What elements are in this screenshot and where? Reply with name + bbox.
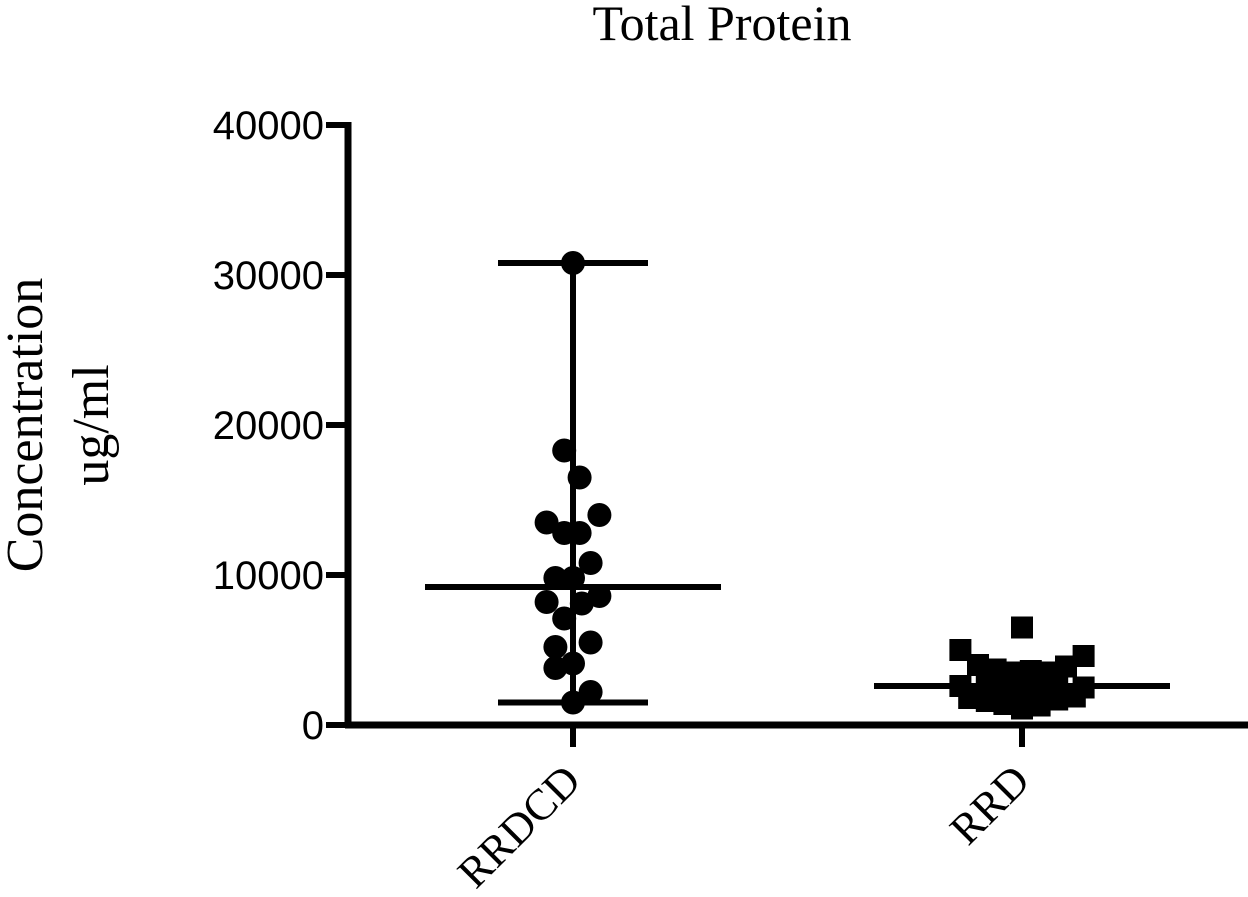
data-point-rrdcd [567, 521, 592, 545]
x-category-labels: RRDCD RRD [448, 725, 1039, 897]
data-point-rrd [1002, 684, 1025, 706]
data-point-rrd [1072, 645, 1095, 667]
data-point-rrdcd [578, 630, 603, 655]
y-tick-label: 40000 [213, 104, 324, 148]
data-point-rrdcd [552, 606, 577, 631]
data-point-rrd [1019, 685, 1042, 708]
data-point-rrdcd [578, 551, 603, 575]
data-point-rrd [1055, 655, 1077, 678]
data-point-rrd [1011, 616, 1033, 639]
x-category-label-group: RRDCD [448, 755, 590, 897]
data-point-rrdcd [587, 503, 612, 527]
data-point-rrdcd [561, 690, 585, 715]
y-tick-label: 0 [302, 704, 324, 748]
data-point-rrdcd [578, 680, 603, 704]
data-point-rrdcd [534, 590, 559, 614]
data-point-rrd [949, 639, 972, 661]
y-tick-label: 20000 [213, 404, 324, 448]
data-point-rrd [1063, 685, 1086, 708]
data-point-rrd [958, 687, 981, 709]
y-tick-label: 30000 [213, 254, 324, 298]
x-category-label: RRDCD [448, 755, 590, 897]
data-marks [425, 251, 1170, 720]
data-point-rrdcd [561, 251, 585, 275]
x-category-label-group: RRD [940, 755, 1039, 854]
data-point-rrdcd [552, 438, 577, 463]
data-point-rrdcd [561, 651, 585, 676]
data-point-rrdcd [534, 510, 559, 535]
y-tick-label: 10000 [213, 554, 324, 598]
x-category-label: RRD [940, 755, 1039, 854]
data-point-rrdcd [567, 465, 592, 490]
chart-title: Total Protein [593, 0, 852, 51]
y-axis-label-line-1: Concentration [0, 278, 54, 573]
data-point-rrd [967, 654, 989, 676]
axes [344, 122, 1248, 729]
y-ticks: 0 10000 20000 30000 40000 [213, 104, 348, 748]
data-point-rrdcd [543, 635, 568, 659]
y-axis-label: Concentration ug/ml [0, 278, 120, 573]
y-axis-label-line-2: ug/ml [63, 364, 120, 485]
